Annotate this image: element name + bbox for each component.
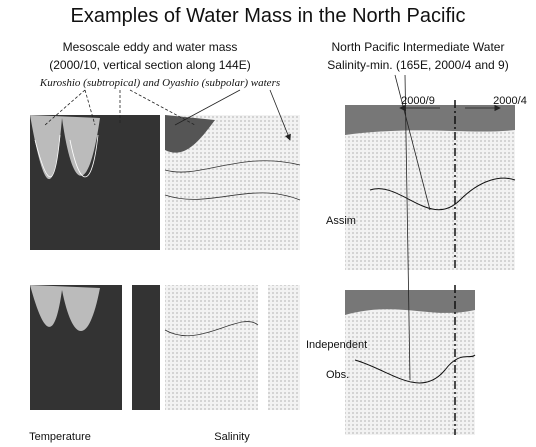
salinity-panel-obs: [345, 285, 476, 435]
salinity-panel-assim: [345, 100, 516, 270]
left-header: Mesoscale eddy and water mass: [63, 40, 238, 54]
pointers: [44, 74, 501, 381]
right-header: North Pacific Intermediate Water: [332, 40, 505, 54]
title: Examples of Water Mass in the North Paci…: [71, 5, 466, 27]
row-label: Independent: [306, 339, 367, 351]
right-header: Salinity-min. (165E, 2000/4 and 9): [327, 58, 508, 72]
row-label: Assim: [326, 215, 356, 227]
left-header: Kuroshio (subtropical) and Oyashio (subp…: [39, 77, 280, 89]
temperature-panel-top: [30, 115, 160, 250]
temperature-panel-bottom: [30, 285, 160, 410]
date-label: 2000/4: [493, 95, 527, 107]
left-header: (2000/10, vertical section along 144E): [49, 58, 250, 72]
caption: Temperature: [29, 431, 91, 443]
date-label: 2000/9: [401, 95, 435, 107]
caption: Salinity: [214, 431, 250, 443]
salinity-panel-top: [164, 115, 301, 250]
salinity-panel-bottom: [164, 285, 300, 410]
row-label: Obs.: [326, 369, 349, 381]
